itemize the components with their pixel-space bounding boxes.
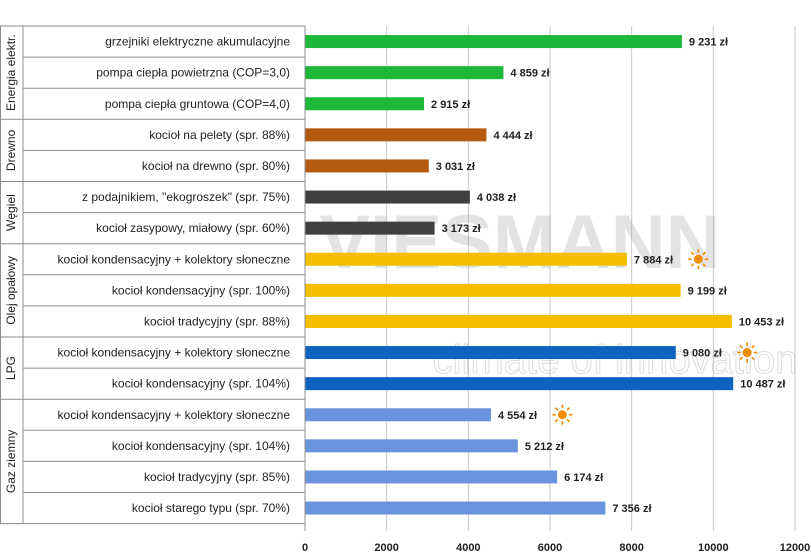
category-label: kocioł na pelety (spr. 88%) xyxy=(149,128,290,142)
bar xyxy=(305,377,734,391)
value-label: 2 915 zł xyxy=(431,99,470,111)
bars: grzejniki elektryczne akumulacyjne 9 231 … xyxy=(58,35,786,515)
bar xyxy=(305,252,627,266)
value-label: 4 554 zł xyxy=(498,410,537,422)
value-label: 9 231 zł xyxy=(689,37,728,49)
value-label: 4 444 zł xyxy=(493,130,532,142)
category-label: z podajnikiem, "ekogroszek" (spr. 75%) xyxy=(82,190,290,204)
bar xyxy=(305,128,487,142)
value-label: 5 212 zł xyxy=(525,441,564,453)
x-axis: 0 2000 4000 6000 8000 10000 12000 xyxy=(302,26,810,554)
category-label: kocioł kondensacyjny (spr. 104%) xyxy=(112,439,290,453)
value-label: 3 173 zł xyxy=(442,223,481,235)
category-label: grzejniki elektryczne akumulacyjne xyxy=(105,35,290,49)
group-label: Drewno xyxy=(4,129,18,171)
sun-ray xyxy=(690,251,695,256)
category-label: kocioł na drewno (spr. 80%) xyxy=(142,159,290,173)
sun-ray xyxy=(554,418,559,423)
category-label: kocioł kondensacyjny + kolektory słonecz… xyxy=(58,408,291,422)
x-tick-label: 10000 xyxy=(698,542,729,554)
bar xyxy=(305,470,558,484)
sun-ray xyxy=(751,344,755,349)
category-label: kocioł zasypowy, miałowy (spr. 60%) xyxy=(96,221,290,235)
sun-core xyxy=(557,410,567,420)
bar xyxy=(305,159,429,173)
value-label: 6 174 zł xyxy=(564,472,603,484)
bar xyxy=(305,221,435,235)
sun-ray xyxy=(702,263,706,267)
group-label: Energia elektr. xyxy=(4,34,18,111)
x-tick-label: 4000 xyxy=(456,542,480,554)
value-label: 3 031 zł xyxy=(436,161,475,173)
group-label: LPG xyxy=(4,356,18,380)
value-label: 10 453 zł xyxy=(739,316,784,328)
category-label: kocioł starego typu (spr. 70%) xyxy=(132,501,290,515)
category-label: kocioł kondensacyjny (spr. 104%) xyxy=(112,377,290,391)
category-frame: Energia elektr. Drewno Węgiel Olej opałowy L… xyxy=(0,25,305,525)
category-label: pompa ciepła gruntowa (COP=4,0) xyxy=(105,97,290,111)
category-label: kocioł kondensacyjny + kolektory słonecz… xyxy=(58,252,291,266)
x-tick-label: 8000 xyxy=(619,542,643,554)
sun-ray xyxy=(702,251,706,256)
sun-ray xyxy=(751,356,755,361)
bar xyxy=(305,35,682,49)
bar xyxy=(305,66,504,80)
bar xyxy=(305,314,732,328)
sun-icon xyxy=(688,249,709,270)
bar xyxy=(305,190,470,204)
sun-icon xyxy=(737,342,758,363)
sun-ray xyxy=(554,407,559,411)
sun-core xyxy=(693,254,703,264)
watermark: VIESMANN climate of innovation xyxy=(319,200,798,383)
sun-ray xyxy=(739,356,744,361)
category-label: kocioł tradycyjny (spr. 88%) xyxy=(144,314,290,328)
x-tick-label: 12000 xyxy=(780,542,811,554)
x-tick-label: 2000 xyxy=(374,542,398,554)
x-tick-label: 0 xyxy=(302,542,308,554)
group-label: Gaz ziemny xyxy=(4,430,18,493)
bar xyxy=(305,439,518,453)
value-label: 9 080 zł xyxy=(683,348,722,360)
category-label: kocioł kondensacyjny (spr. 100%) xyxy=(112,283,290,297)
bar xyxy=(305,346,676,360)
value-label: 9 199 zł xyxy=(688,285,727,297)
bar xyxy=(305,501,606,515)
sun-icon xyxy=(552,404,573,425)
bar xyxy=(305,283,681,297)
value-label: 7 356 zł xyxy=(612,503,651,515)
value-label: 4 038 zł xyxy=(477,192,516,204)
sun-ray xyxy=(566,407,570,411)
sun-core xyxy=(742,348,752,358)
x-tick-label: 6000 xyxy=(538,542,562,554)
category-label: kocioł kondensacyjny + kolektory słonecz… xyxy=(58,346,291,360)
group-label: Węgiel xyxy=(4,194,18,231)
category-label: kocioł tradycyjny (spr. 85%) xyxy=(144,470,290,484)
category-label: pompa ciepła powietrzna (COP=3,0) xyxy=(96,66,290,80)
bar xyxy=(305,408,491,422)
value-label: 4 859 zł xyxy=(510,68,549,80)
value-label: 10 487 zł xyxy=(740,379,785,391)
sun-ray xyxy=(739,344,744,349)
sun-ray xyxy=(566,418,570,423)
group-label: Olej opałowy xyxy=(4,256,18,325)
watermark-brand: VIESMANN xyxy=(319,200,720,285)
watermark-tagline: climate of innovation xyxy=(433,338,798,382)
sun-ray xyxy=(690,263,695,267)
value-label: 7 884 zł xyxy=(634,254,673,266)
bar xyxy=(305,97,425,111)
